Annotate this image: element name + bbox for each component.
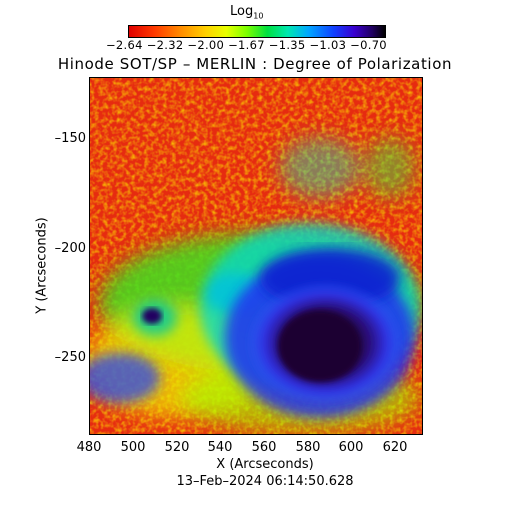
x-tick-label: 500 bbox=[120, 440, 146, 455]
y-tick-label: –150 bbox=[54, 131, 86, 146]
x-tick-label: 520 bbox=[164, 440, 190, 455]
x-tick-label: 560 bbox=[251, 440, 277, 455]
y-axis-label: Y (Arcseconds) bbox=[34, 217, 50, 314]
x-tick-label: 580 bbox=[295, 440, 321, 455]
colorbar-tick-labels: −2.64 −2.32 −2.00 −1.67 −1.35 −1.03 −0.7… bbox=[106, 38, 387, 52]
x-tick-label: 480 bbox=[76, 440, 102, 455]
polarization-map bbox=[89, 77, 423, 435]
x-tick-label: 620 bbox=[382, 440, 408, 455]
plot-title: Hinode SOT/SP – MERLIN : Degree of Polar… bbox=[57, 55, 453, 73]
x-tick-label: 540 bbox=[207, 440, 233, 455]
observation-timestamp: 13–Feb–2024 06:14:50.628 bbox=[176, 474, 354, 489]
y-tick-label: –250 bbox=[54, 350, 86, 365]
colorbar bbox=[128, 25, 386, 38]
polarization-map-image bbox=[90, 78, 422, 434]
x-tick-label: 600 bbox=[338, 440, 364, 455]
y-tick-label: –200 bbox=[54, 241, 86, 256]
colorbar-title: Log10 bbox=[230, 4, 264, 21]
x-axis-label: X (Arcseconds) bbox=[216, 457, 314, 472]
